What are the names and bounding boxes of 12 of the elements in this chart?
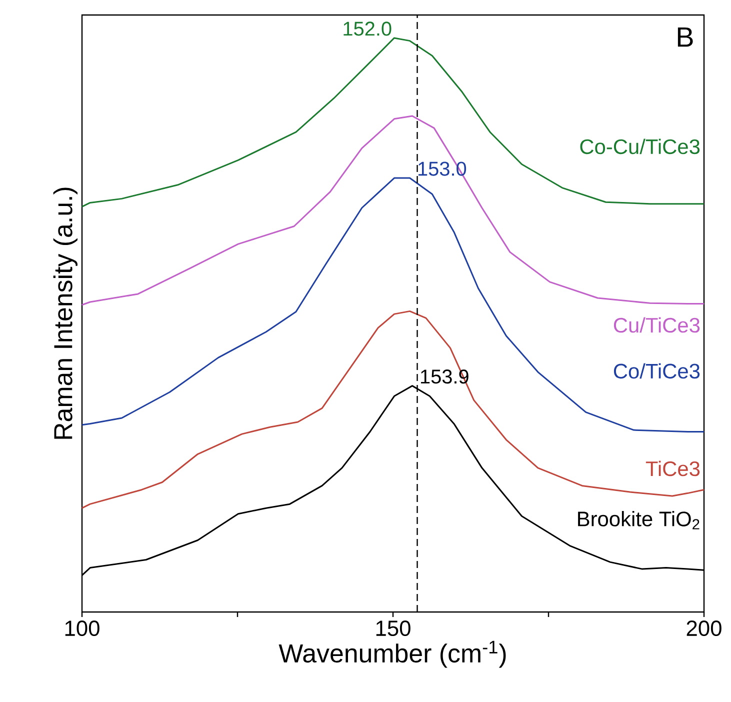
series-label: Co/TiCe3 xyxy=(614,363,700,379)
x-tick-label: 200 xyxy=(686,620,722,636)
annotation: 152.0 xyxy=(344,22,392,36)
series-label: Brookite TiO$_{2}$ xyxy=(578,511,700,530)
x-tick-label: 100 xyxy=(65,620,100,636)
x-tick-label: 150 xyxy=(376,620,410,636)
series-label: TiCe3 xyxy=(646,460,700,476)
y-axis-title: Raman Intensity (a.u.) xyxy=(53,188,78,439)
series-label: Cu/TiCe3 xyxy=(614,317,700,333)
series-label: Co-Cu/TiCe3 xyxy=(580,138,700,154)
x-axis-title: Wavenumber (cm$^{-1}$) xyxy=(278,640,506,668)
annotation: B xyxy=(678,27,693,47)
